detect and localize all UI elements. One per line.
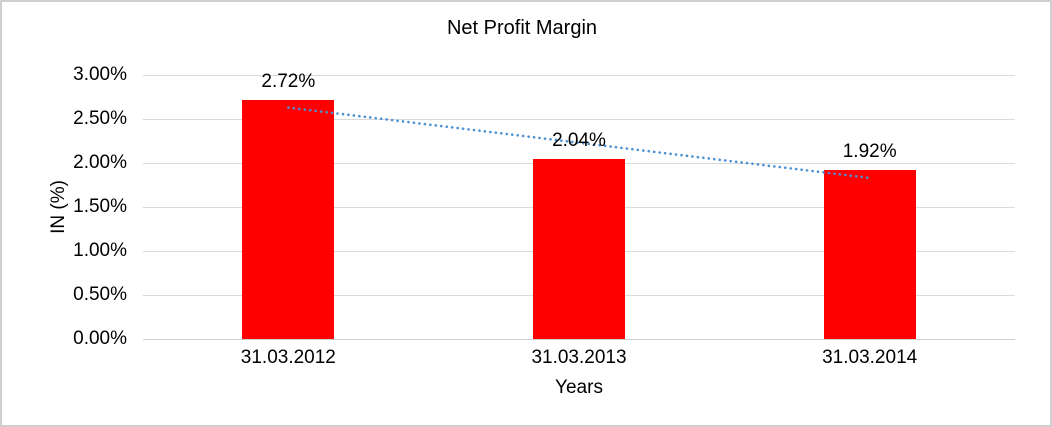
bar-value-label: 2.72% <box>261 70 316 92</box>
y-tick-label: 1.50% <box>73 196 127 217</box>
x-tick-label: 31.03.2013 <box>531 347 627 368</box>
y-tick-label: 0.50% <box>73 284 127 305</box>
bar <box>533 159 625 339</box>
y-tick-label: 2.00% <box>73 152 127 173</box>
bar <box>823 170 916 339</box>
y-tick-label: 1.00% <box>73 240 127 261</box>
x-axis-title: Years <box>555 377 603 398</box>
bar-value-label: 1.92% <box>842 141 897 163</box>
x-tick-label: 31.03.2012 <box>240 347 336 368</box>
trendline <box>287 106 871 180</box>
x-tick-label: 31.03.2014 <box>822 347 918 368</box>
y-tick-label: 3.00% <box>73 64 127 85</box>
bar-value-label: 2.04% <box>552 130 606 152</box>
y-tick-label: 2.50% <box>73 108 127 129</box>
gridline <box>143 75 1015 76</box>
y-tick-label: 0.00% <box>73 328 127 349</box>
x-axis-line <box>143 339 1015 340</box>
gridline <box>143 119 1015 120</box>
chart-title: Net Profit Margin <box>446 17 598 39</box>
bar <box>242 99 335 339</box>
plot-area: 2.72% 2.04% 1.92% <box>143 71 1015 340</box>
